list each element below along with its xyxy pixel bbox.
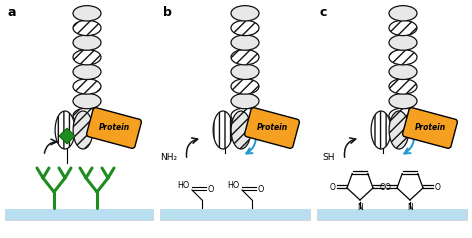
Ellipse shape <box>73 20 101 36</box>
Ellipse shape <box>73 111 93 149</box>
Ellipse shape <box>231 50 259 65</box>
Bar <box>160 208 310 220</box>
FancyBboxPatch shape <box>244 108 299 148</box>
Ellipse shape <box>389 108 417 123</box>
Ellipse shape <box>73 79 101 94</box>
Text: HO: HO <box>228 182 240 190</box>
Ellipse shape <box>231 93 259 109</box>
Bar <box>317 208 467 220</box>
Ellipse shape <box>231 108 259 123</box>
Text: SH: SH <box>322 154 335 163</box>
Text: a: a <box>8 6 17 19</box>
Text: O: O <box>435 183 441 192</box>
Text: N: N <box>357 203 363 212</box>
Text: O: O <box>385 183 391 192</box>
Text: N: N <box>407 203 413 212</box>
Ellipse shape <box>73 6 101 21</box>
Text: NH₂: NH₂ <box>257 115 274 124</box>
Text: Protein: Protein <box>256 124 287 133</box>
Ellipse shape <box>73 93 101 109</box>
Ellipse shape <box>231 6 259 21</box>
Ellipse shape <box>73 64 101 79</box>
Ellipse shape <box>73 108 101 123</box>
Ellipse shape <box>55 111 75 149</box>
Text: SH: SH <box>415 115 428 124</box>
Ellipse shape <box>389 111 409 149</box>
Text: Protein: Protein <box>414 124 446 133</box>
Bar <box>5 208 153 220</box>
Ellipse shape <box>389 6 417 21</box>
Ellipse shape <box>231 111 251 149</box>
Ellipse shape <box>389 50 417 65</box>
Text: O: O <box>258 184 264 193</box>
Text: HO: HO <box>178 182 190 190</box>
Polygon shape <box>59 128 75 144</box>
Ellipse shape <box>389 79 417 94</box>
Text: O: O <box>329 183 335 192</box>
FancyBboxPatch shape <box>86 108 142 148</box>
Ellipse shape <box>231 64 259 79</box>
Ellipse shape <box>389 20 417 36</box>
Ellipse shape <box>213 111 233 149</box>
Ellipse shape <box>73 35 101 50</box>
Text: O: O <box>379 183 385 192</box>
Ellipse shape <box>73 50 101 65</box>
Text: O: O <box>208 184 214 193</box>
Ellipse shape <box>389 64 417 79</box>
Text: NH₂: NH₂ <box>160 154 177 163</box>
Ellipse shape <box>371 111 391 149</box>
Ellipse shape <box>389 93 417 109</box>
FancyBboxPatch shape <box>403 108 457 148</box>
Ellipse shape <box>389 35 417 50</box>
Ellipse shape <box>231 79 259 94</box>
Ellipse shape <box>231 35 259 50</box>
Ellipse shape <box>231 20 259 36</box>
Text: Protein: Protein <box>99 124 129 133</box>
Text: c: c <box>320 6 328 19</box>
Text: b: b <box>163 6 172 19</box>
